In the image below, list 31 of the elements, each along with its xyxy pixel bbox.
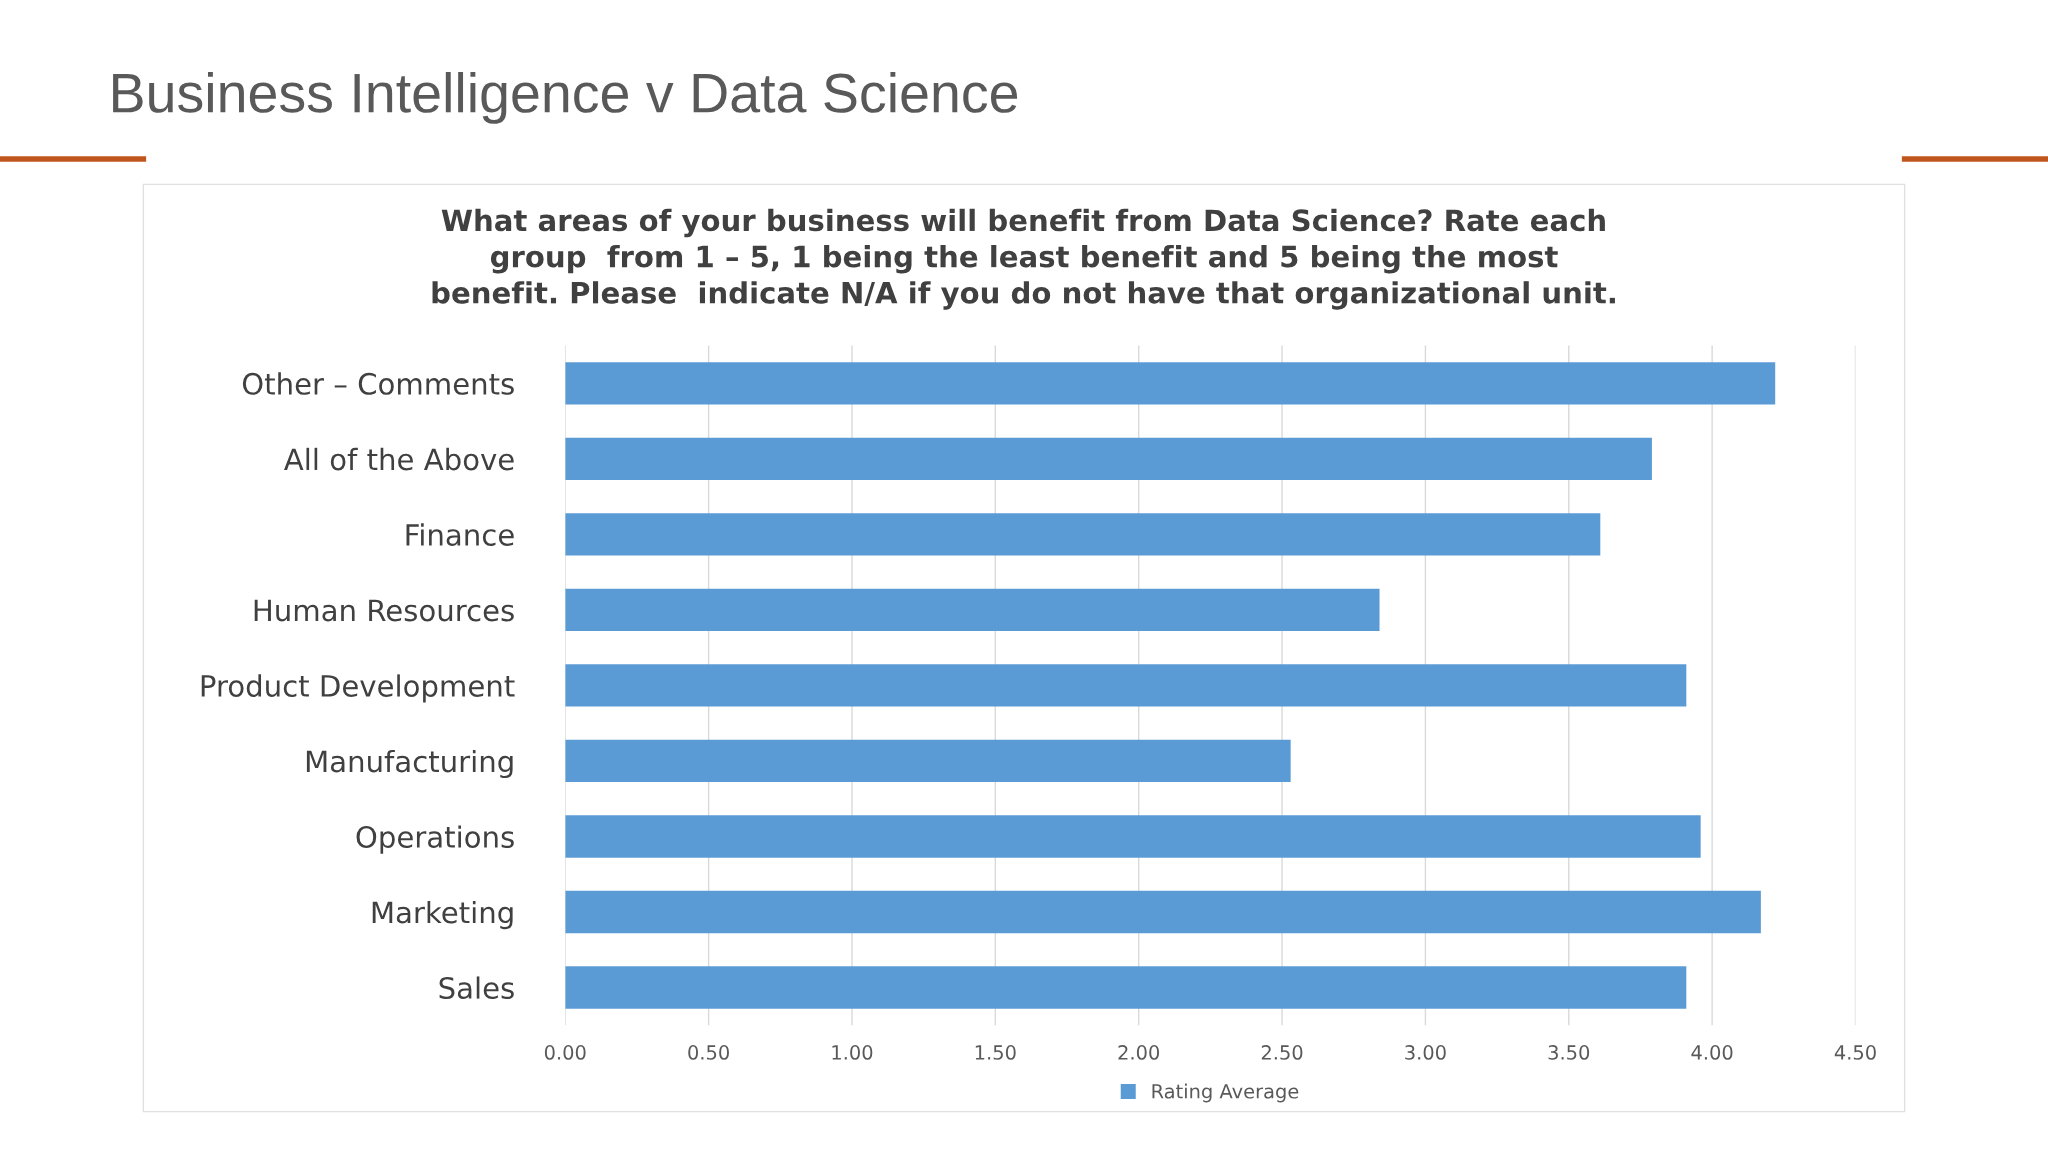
chart-title: Business Intelligence v Data Science: [113, 72, 1018, 124]
y-tick-label: Other – Comments: [242, 372, 514, 395]
bar: [565, 664, 1687, 707]
y-tick-label: Sales: [439, 976, 514, 1000]
y-tick-label: Finance: [406, 523, 514, 546]
legend-label: Rating Average: [1152, 1083, 1299, 1103]
chart-subtitle: What areas of your business will benefit from Data Science? Rate each group from 1 – 5, 1 being the least benefit and 5 being the most benefit. Please indicate N/A if you do not have that organizational unit.: [432, 208, 1615, 310]
bar: [565, 966, 1687, 1009]
x-tick-label: 4.00: [1691, 1045, 1733, 1060]
y-tick-label: Marketing: [372, 900, 513, 930]
x-tick-label: 0.50: [688, 1045, 729, 1060]
y-tick-label: Manufacturing: [306, 749, 513, 779]
bar: [565, 513, 1601, 556]
x-tick-label: 2.50: [1261, 1045, 1303, 1060]
bar: [565, 890, 1761, 934]
y-tick-label: Product Development: [201, 674, 515, 703]
x-tick-label: 4.50: [1834, 1045, 1876, 1060]
x-tick-label: 3.00: [1405, 1045, 1446, 1060]
bar: [565, 437, 1652, 481]
bar: [565, 362, 1776, 405]
bar: [565, 588, 1380, 632]
x-tick-label: 0.00: [544, 1045, 586, 1060]
x-tick-label: 1.50: [975, 1045, 1016, 1060]
y-tick-label: Human Resources: [254, 599, 514, 622]
y-tick-label: All of the Above: [284, 447, 514, 471]
x-tick-label: 3.50: [1548, 1045, 1590, 1060]
bar: [565, 815, 1701, 858]
y-tick-label: Operations: [356, 825, 514, 854]
bar: [565, 739, 1291, 783]
x-tick-label: 1.00: [832, 1045, 873, 1060]
x-tick-label: 2.00: [1118, 1045, 1160, 1060]
